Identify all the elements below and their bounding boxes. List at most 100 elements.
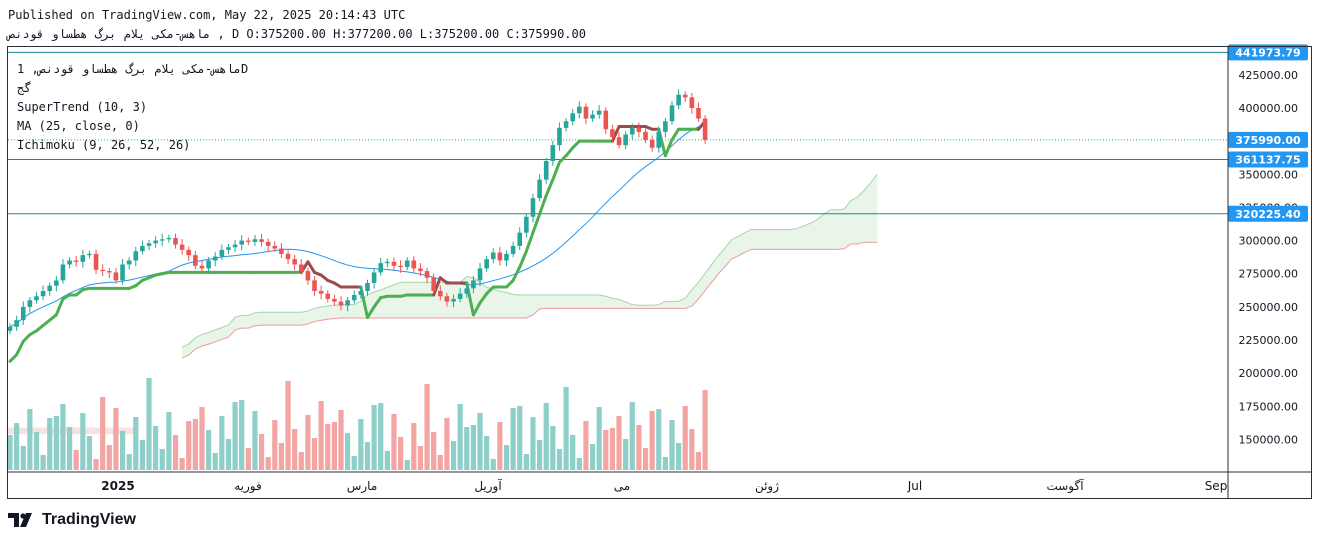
volume-bar	[113, 408, 119, 470]
volume-bar	[325, 424, 331, 470]
y-tick-label: 225000.00	[1239, 334, 1299, 347]
supertrend-segment	[571, 139, 581, 150]
volume-bar	[464, 427, 470, 470]
volume-bar	[431, 432, 437, 470]
supertrend-segment	[372, 296, 383, 309]
hline-price-tag-bg	[1228, 151, 1308, 168]
volume-bar	[570, 435, 576, 470]
candle-body	[159, 239, 165, 241]
x-tick-label: فوریه	[234, 479, 262, 494]
x-tick-label: مارس	[347, 479, 378, 494]
volume-bar	[252, 411, 258, 470]
volume-bar	[345, 433, 351, 470]
legend-supertrend[interactable]: SuperTrend (10, 3)	[17, 100, 148, 114]
volume-bar	[669, 420, 675, 470]
volume-bar	[358, 419, 364, 470]
legend-ichimoku[interactable]: Ichimoku (9, 26, 52, 26)	[17, 138, 191, 152]
ichimoku-cloud	[182, 174, 878, 358]
y-tick-label: 250000.00	[1239, 301, 1299, 314]
volume-bar	[60, 404, 66, 470]
candle-body	[232, 244, 238, 248]
volume-bar	[27, 409, 33, 470]
volume-bar	[292, 429, 298, 470]
ohlc-line: ماهس-مکی یلام برگ هطساو قودنص , D O:3752…	[8, 27, 586, 41]
volume-bar	[245, 448, 251, 470]
published-line: Published on TradingView.com, May 22, 20…	[8, 8, 406, 22]
tradingview-brand[interactable]: TradingView	[8, 511, 136, 529]
candle-body	[524, 216, 529, 233]
y-tick-label: 350000.00	[1239, 168, 1299, 181]
candle-body	[146, 243, 152, 246]
volume-bar	[139, 440, 145, 470]
hline-price-tag-bg	[1228, 205, 1308, 222]
candle-body	[239, 240, 244, 245]
candle-body	[7, 326, 13, 331]
candle-body	[332, 298, 337, 302]
volume-bar	[80, 413, 86, 470]
volume-bar	[384, 451, 390, 470]
candle-body	[583, 106, 589, 119]
volume-bar	[623, 439, 629, 470]
candle-body	[73, 260, 79, 262]
x-tick-label: آگوست	[1046, 478, 1084, 494]
volume-bar	[14, 423, 20, 470]
candle-body	[643, 131, 648, 140]
candle-body	[497, 252, 503, 261]
brand-name: TradingView	[42, 511, 136, 528]
volume-bar	[86, 436, 93, 470]
ichimoku-span-a	[181, 173, 878, 348]
legend-ma[interactable]: MA (25, close, 0)	[17, 119, 140, 133]
candle-body	[179, 244, 185, 250]
supertrend-segment	[531, 212, 542, 235]
candle-body	[312, 280, 317, 291]
volume-bar	[212, 453, 218, 470]
volume-bar	[537, 440, 543, 470]
volume-bar	[192, 419, 198, 470]
candle-body	[246, 240, 251, 242]
x-tick-label: 2025	[101, 479, 134, 493]
candle-body	[517, 232, 523, 246]
candle-body	[259, 239, 264, 242]
x-tick-label: می	[614, 479, 630, 493]
candle-body	[345, 300, 350, 306]
x-tick-label: آوریل	[474, 478, 502, 494]
candle-body	[689, 97, 695, 108]
volume-bar	[457, 404, 463, 470]
volume-bar	[503, 445, 510, 470]
last-price-tag-bg	[1228, 131, 1308, 148]
volume-bar	[397, 437, 404, 470]
candle-body	[649, 139, 655, 148]
y-tick-label: 400000.00	[1239, 102, 1299, 115]
candle-body	[298, 264, 304, 272]
candle-body	[424, 271, 430, 278]
volume-bar	[73, 450, 79, 470]
volume-bar	[444, 418, 450, 470]
y-tick-label: 300000.00	[1239, 235, 1299, 248]
candle-body	[371, 272, 377, 284]
y-tick-label: 425000.00	[1239, 69, 1299, 82]
volume-bar	[318, 401, 324, 470]
candle-body	[490, 252, 496, 260]
candle-body	[126, 260, 132, 265]
candle-body	[418, 268, 423, 272]
candle-body	[40, 290, 46, 297]
candle-body	[27, 300, 33, 307]
supertrend-segment	[432, 276, 442, 297]
candle-body	[510, 245, 516, 254]
volume-bar	[40, 455, 46, 470]
candle-body	[279, 248, 284, 254]
candle-body	[166, 237, 172, 240]
supertrend-segment	[551, 160, 561, 182]
candle-body	[570, 113, 575, 122]
volume-bar	[530, 417, 536, 470]
supertrend-segment	[8, 353, 19, 363]
candle-body	[676, 94, 681, 106]
volume-bar	[563, 387, 569, 470]
volume-bar	[517, 406, 523, 470]
candle-body	[226, 247, 231, 250]
candle-body	[378, 263, 384, 273]
candle-body	[219, 249, 225, 257]
candle-body	[398, 265, 403, 268]
volume-bar	[232, 402, 238, 470]
